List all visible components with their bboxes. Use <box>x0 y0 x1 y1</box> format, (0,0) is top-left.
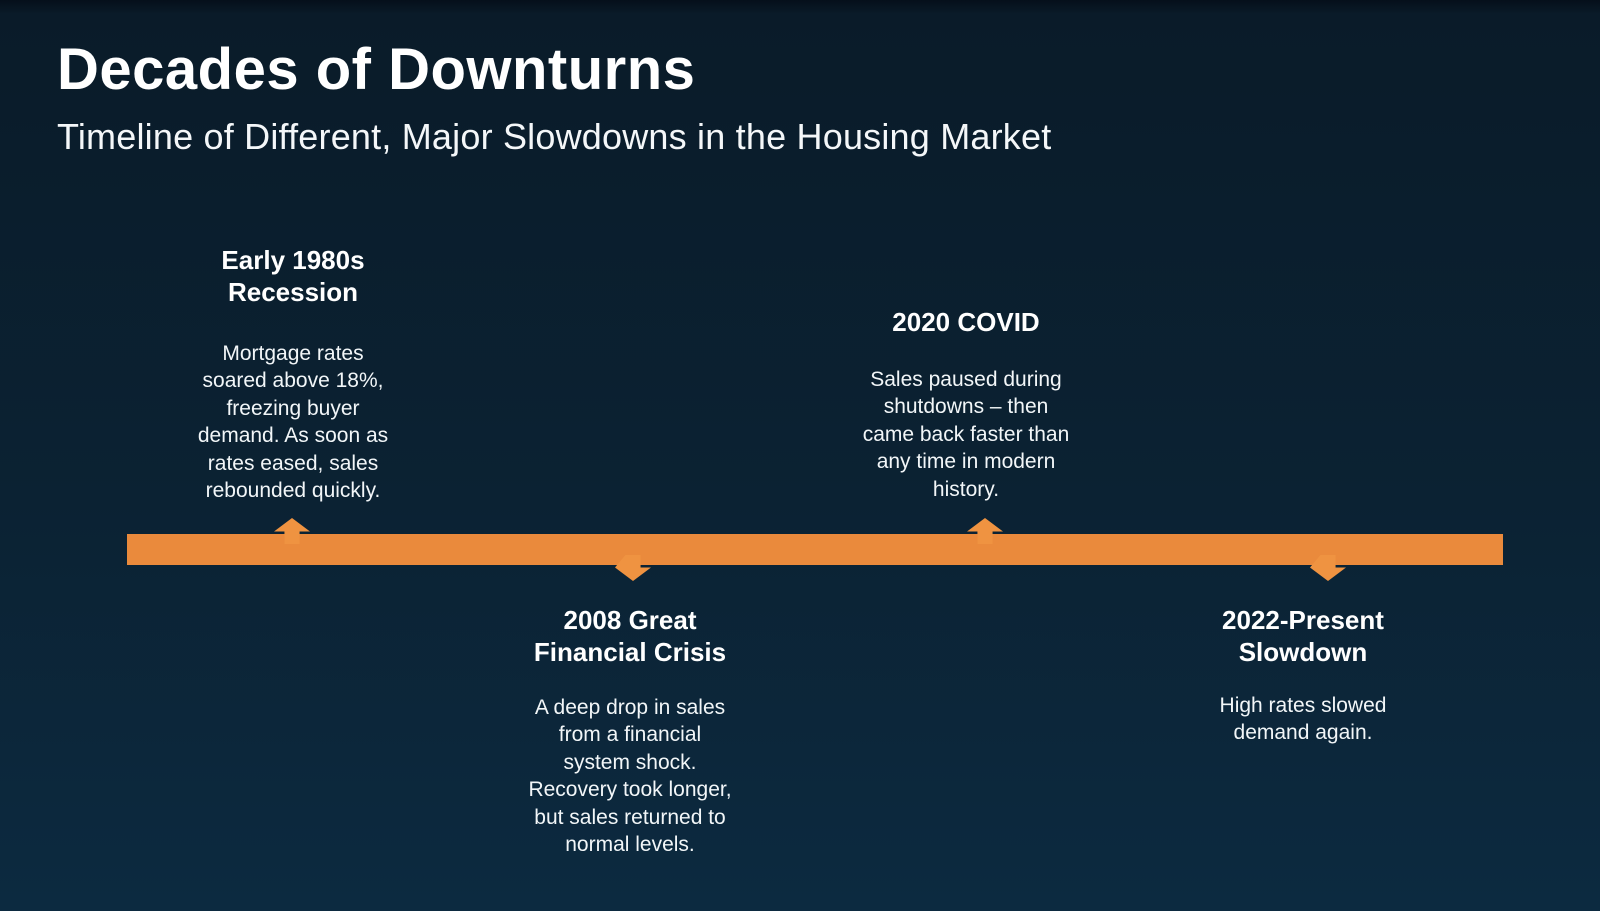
event-title: Early 1980s Recession <box>221 245 365 307</box>
event-description-2020-covid: Sales paused during shutdowns – then cam… <box>862 368 1070 501</box>
event-title: 2008 Great Financial Crisis <box>533 605 727 667</box>
timeline-event-early-1980s: Early 1980s Recession <box>153 244 433 308</box>
event-description-2008-crisis: A deep drop in sales from a financial sy… <box>528 696 732 857</box>
event-title: 2020 COVID <box>892 307 1040 337</box>
page-subtitle: Timeline of Different, Major Slowdowns i… <box>57 116 1052 157</box>
timeline-event-2022-present: 2022-Present Slowdown <box>1163 604 1443 668</box>
timeline-event-2008-crisis: 2008 Great Financial Crisis <box>490 604 770 668</box>
timeline-bar <box>127 534 1503 565</box>
event-description-early-1980s: Mortgage rates soared above 18%, freezin… <box>197 342 389 503</box>
page-title: Decades of Downturns <box>57 37 696 102</box>
event-description-2022-present: High rates slowed demand again. <box>1219 694 1387 745</box>
timeline-event-2020-covid: 2020 COVID <box>826 306 1106 338</box>
event-title: 2022-Present Slowdown <box>1222 605 1384 667</box>
